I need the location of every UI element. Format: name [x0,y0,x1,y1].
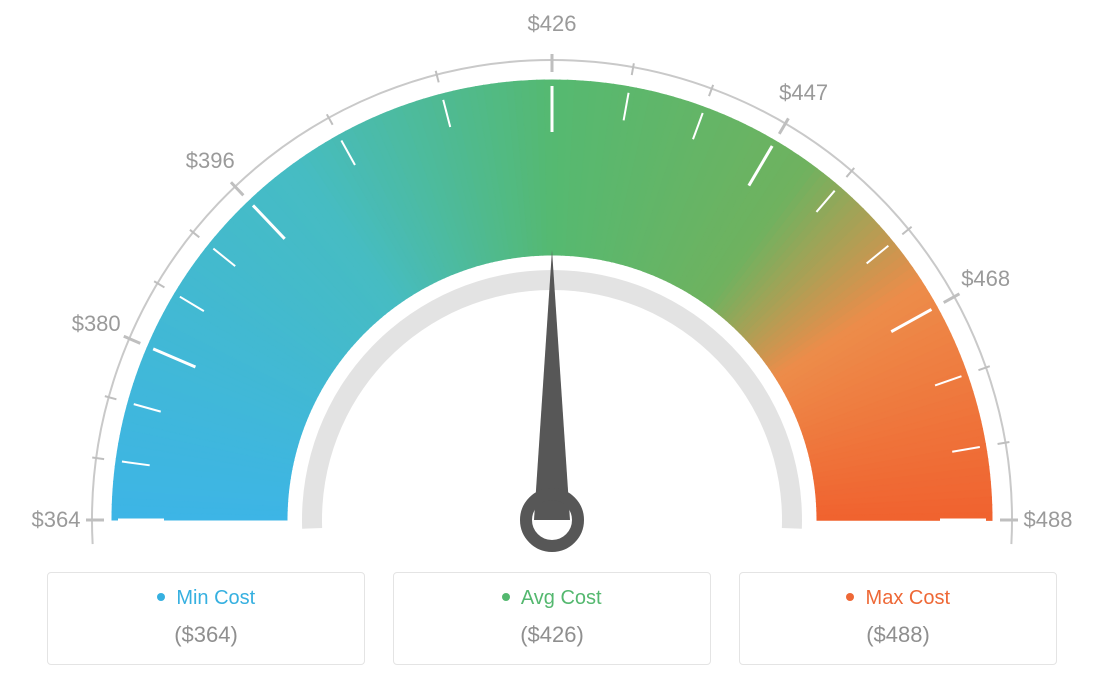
legend-title-text-avg: Avg Cost [521,587,602,609]
gauge-tick-label: $364 [32,507,81,533]
legend-row: Min Cost ($364) Avg Cost ($426) Max Cost… [0,572,1104,665]
dot-icon [846,593,854,601]
gauge-tick-label: $396 [186,148,235,174]
legend-value-avg: ($426) [394,622,710,648]
gauge-tick-label: $488 [1024,507,1073,533]
gauge-tick-label: $380 [72,311,121,337]
legend-title-max: Max Cost [740,587,1056,610]
gauge-chart: $364 $380 $396 $426 $447 $468 $488 [0,0,1104,560]
gauge-tick-label: $447 [779,80,828,106]
gauge-tick-label: $426 [528,11,577,37]
dot-icon [502,593,510,601]
gauge-tick-label: $468 [961,266,1010,292]
legend-card-avg: Avg Cost ($426) [393,572,711,665]
legend-card-min: Min Cost ($364) [47,572,365,665]
legend-title-min: Min Cost [48,587,364,610]
legend-title-avg: Avg Cost [394,587,710,610]
legend-title-text-min: Min Cost [176,587,255,609]
legend-value-min: ($364) [48,622,364,648]
legend-title-text-max: Max Cost [866,587,950,609]
legend-value-max: ($488) [740,622,1056,648]
gauge-svg [0,0,1104,560]
dot-icon [157,593,165,601]
legend-card-max: Max Cost ($488) [739,572,1057,665]
